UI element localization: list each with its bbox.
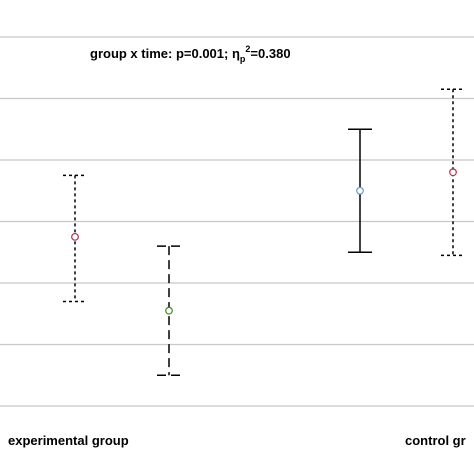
annotation-superscript: 2 bbox=[245, 44, 250, 54]
error-bar-1 bbox=[157, 245, 181, 376]
gridlines bbox=[0, 36, 474, 407]
annotation-subscript: p bbox=[240, 54, 246, 64]
mean-point-1 bbox=[165, 306, 173, 315]
error-bars bbox=[63, 88, 465, 376]
mean-point-3 bbox=[449, 168, 457, 177]
mean-point-2 bbox=[356, 186, 364, 195]
error-bar-3 bbox=[441, 88, 465, 257]
error-bar-0 bbox=[63, 174, 87, 303]
annotation-suffix: =0.380 bbox=[250, 46, 290, 61]
group-label-experimental: experimental group bbox=[8, 433, 129, 448]
annotation-prefix: group x time: p=0.001; η bbox=[90, 46, 240, 61]
group-label-control: control gr bbox=[405, 433, 466, 448]
error-bar-2 bbox=[348, 128, 372, 253]
mean-point-0 bbox=[71, 232, 79, 241]
chart-annotation: group x time: p=0.001; ηp2=0.380 bbox=[90, 44, 291, 64]
